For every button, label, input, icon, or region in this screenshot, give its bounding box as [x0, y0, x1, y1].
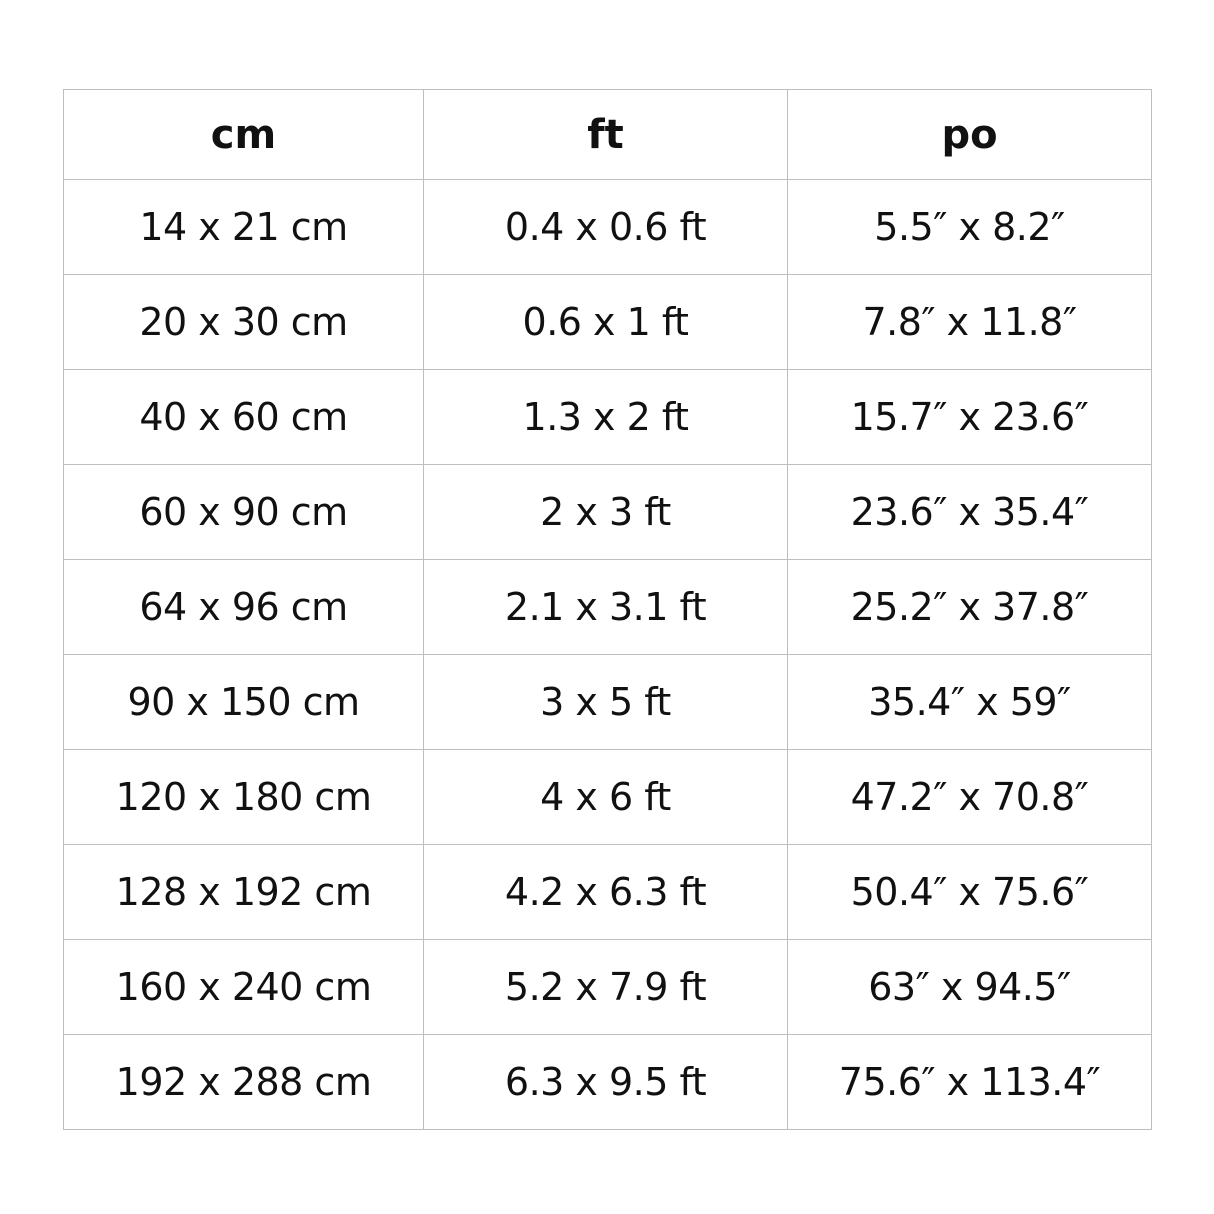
- table-row: 60 x 90 cm 2 x 3 ft 23.6″ x 35.4″: [63, 464, 1152, 560]
- table-row: 20 x 30 cm 0.6 x 1 ft 7.8″ x 11.8″: [63, 274, 1152, 370]
- cell-ft: 0.4 x 0.6 ft: [423, 179, 788, 275]
- cell-cm: 60 x 90 cm: [63, 464, 424, 560]
- cell-ft: 6.3 x 9.5 ft: [423, 1034, 788, 1130]
- cell-po: 23.6″ x 35.4″: [787, 464, 1152, 560]
- cell-cm: 120 x 180 cm: [63, 749, 424, 845]
- cell-cm: 64 x 96 cm: [63, 559, 424, 655]
- cell-po: 5.5″ x 8.2″: [787, 179, 1152, 275]
- table-row: 160 x 240 cm 5.2 x 7.9 ft 63″ x 94.5″: [63, 939, 1152, 1035]
- table-row: 90 x 150 cm 3 x 5 ft 35.4″ x 59″: [63, 654, 1152, 750]
- table-row: 14 x 21 cm 0.4 x 0.6 ft 5.5″ x 8.2″: [63, 179, 1152, 275]
- cell-po: 25.2″ x 37.8″: [787, 559, 1152, 655]
- header-ft: ft: [423, 89, 788, 180]
- cell-cm: 90 x 150 cm: [63, 654, 424, 750]
- cell-cm: 128 x 192 cm: [63, 844, 424, 940]
- header-cm: cm: [63, 89, 424, 180]
- cell-po: 47.2″ x 70.8″: [787, 749, 1152, 845]
- cell-ft: 1.3 x 2 ft: [423, 369, 788, 465]
- cell-ft: 5.2 x 7.9 ft: [423, 939, 788, 1035]
- cell-po: 35.4″ x 59″: [787, 654, 1152, 750]
- cell-po: 50.4″ x 75.6″: [787, 844, 1152, 940]
- cell-po: 15.7″ x 23.6″: [787, 369, 1152, 465]
- cell-cm: 192 x 288 cm: [63, 1034, 424, 1130]
- table-row: 120 x 180 cm 4 x 6 ft 47.2″ x 70.8″: [63, 749, 1152, 845]
- cell-ft: 2.1 x 3.1 ft: [423, 559, 788, 655]
- cell-cm: 20 x 30 cm: [63, 274, 424, 370]
- table-row: 40 x 60 cm 1.3 x 2 ft 15.7″ x 23.6″: [63, 369, 1152, 465]
- cell-po: 7.8″ x 11.8″: [787, 274, 1152, 370]
- cell-ft: 3 x 5 ft: [423, 654, 788, 750]
- cell-ft: 2 x 3 ft: [423, 464, 788, 560]
- cell-cm: 40 x 60 cm: [63, 369, 424, 465]
- cell-ft: 4 x 6 ft: [423, 749, 788, 845]
- cell-ft: 4.2 x 6.3 ft: [423, 844, 788, 940]
- cell-po: 75.6″ x 113.4″: [787, 1034, 1152, 1130]
- header-row: cm ft po: [63, 89, 1152, 180]
- cell-po: 63″ x 94.5″: [787, 939, 1152, 1035]
- cell-cm: 160 x 240 cm: [63, 939, 424, 1035]
- table-row: 192 x 288 cm 6.3 x 9.5 ft 75.6″ x 113.4″: [63, 1034, 1152, 1130]
- size-conversion-table: cm ft po 14 x 21 cm 0.4 x 0.6 ft 5.5″ x 8.…: [63, 89, 1152, 1130]
- header-po: po: [787, 89, 1152, 180]
- cell-ft: 0.6 x 1 ft: [423, 274, 788, 370]
- cell-cm: 14 x 21 cm: [63, 179, 424, 275]
- table-row: 64 x 96 cm 2.1 x 3.1 ft 25.2″ x 37.8″: [63, 559, 1152, 655]
- table-row: 128 x 192 cm 4.2 x 6.3 ft 50.4″ x 75.6″: [63, 844, 1152, 940]
